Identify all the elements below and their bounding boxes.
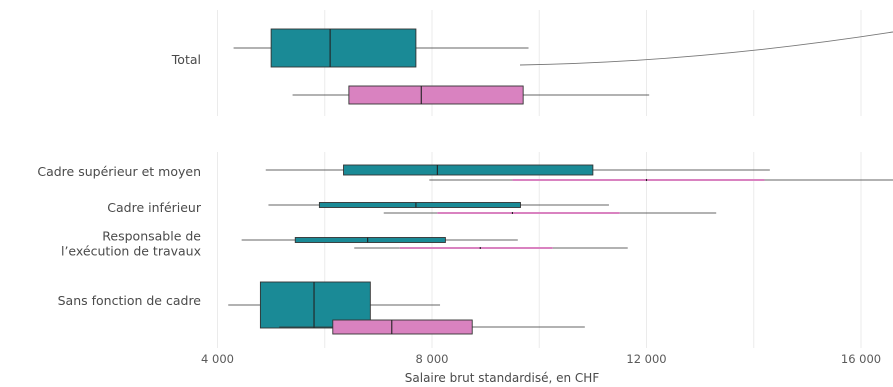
box-teal (233, 28, 529, 68)
box-pink (292, 85, 650, 105)
x-tick-label: 16 000 (841, 352, 881, 366)
box-pink (354, 247, 628, 249)
box-teal (241, 237, 518, 243)
iqr-box (437, 212, 620, 214)
x-tick-label: 4 000 (201, 352, 234, 366)
x-tick-label: 12 000 (626, 352, 666, 366)
box-teal (268, 202, 609, 208)
category-label: Cadre supérieur et moyen (37, 164, 201, 179)
box-pink (383, 212, 717, 214)
box-layer (228, 28, 893, 335)
box-pink (429, 179, 893, 181)
iqr-box (348, 85, 524, 105)
category-label: Cadre inférieur (107, 200, 202, 215)
iqr-box (332, 319, 473, 335)
iqr-box (270, 28, 417, 68)
overflow-curve (519, 31, 893, 66)
category-label: Sans fonction de cadre (58, 293, 202, 308)
grid-layer (217, 10, 862, 348)
category-label: Responsable de (102, 229, 201, 244)
iqr-box (318, 202, 521, 208)
category-labels: Total Cadre supérieur et moyen Cadre infér… (37, 52, 202, 308)
box-pink (279, 319, 585, 335)
box-teal (265, 164, 770, 176)
iqr-box (399, 247, 553, 249)
category-label: Total (171, 52, 201, 67)
iqr-box (294, 237, 446, 243)
x-axis-ticks: 4 000 8 000 12 000 16 000 (201, 352, 881, 366)
category-label: l’exécution de travaux (61, 244, 201, 259)
x-tick-label: 8 000 (416, 352, 449, 366)
iqr-box (343, 164, 594, 176)
iqr-box (512, 179, 765, 181)
x-axis-title: Salaire brut standardisé, en CHF (405, 371, 600, 385)
